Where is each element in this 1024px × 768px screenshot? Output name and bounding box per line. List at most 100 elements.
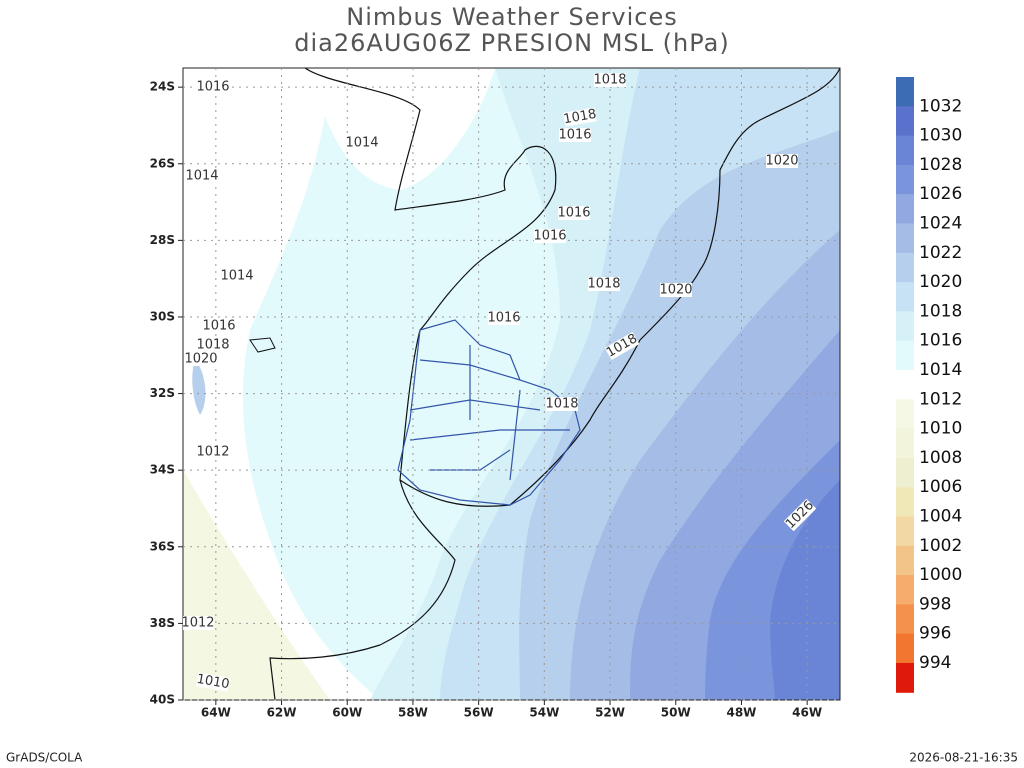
contour-label-bg [197,80,229,94]
lon-tick-label: 52W [595,706,625,720]
colorbar-segment [896,516,914,547]
colorbar-label: 1030 [919,126,962,146]
contour-label-bg [588,277,620,291]
contour-label-bg [346,136,378,150]
lagoon [249,337,276,353]
contour-label-bg [197,338,229,352]
contour-label: 1018 [587,277,620,292]
colorbar-segment [896,604,914,635]
colorbar-label: 1014 [919,360,962,380]
contour-label-bg [766,154,798,168]
colorbar-segment [896,663,914,693]
colorbar-label: 1012 [919,389,962,409]
contour-label: 1016 [202,319,235,334]
colorbar-label: 1018 [919,301,962,321]
colorbar-segment [896,633,914,664]
colorbar-label: 1002 [919,536,962,556]
contour-label: 1018 [545,397,578,412]
colorbar-segment [896,457,914,488]
colorbar-label: 1006 [919,477,962,497]
contour-label-bg [203,319,235,333]
colorbar-segment [896,575,914,605]
band [183,470,330,700]
contour-label: 1016 [196,80,229,95]
footer-left: GrADS/COLA [6,751,83,765]
contour-label-bg [221,269,253,283]
contour-label-bg [534,229,566,243]
lat-tick-label: 26S [150,156,175,170]
lon-tick-label: 48W [726,706,756,720]
colorbar-segment [896,223,914,254]
contour-label-bg [594,73,626,87]
contour-label-bg [660,283,692,297]
colorbar-segment [896,545,914,576]
contour-label: 1014 [345,136,378,151]
lon-tick-label: 58W [398,706,428,720]
band [183,68,380,700]
contour-label-bg [185,352,217,366]
colorbar-segment [896,194,914,224]
lat-tick-label: 40S [150,693,175,707]
colorbar-label: 1024 [919,214,962,234]
lat-tick-label: 30S [150,309,175,323]
colorbar-label: 1032 [919,96,962,116]
colorbar-segment [896,399,914,430]
colorbar-label: 1022 [919,243,962,263]
lon-tick-label: 62W [267,706,297,720]
contour-label: 1020 [659,283,692,298]
contour-label: 1010 [195,672,230,693]
colorbar-label: 1026 [919,184,962,204]
contour-label: 1020 [184,352,217,367]
colorbar-label: 1020 [919,272,962,292]
subtitle: dia26AUG06Z PRESION MSL (hPa) [294,29,729,57]
colorbar-segment [896,106,914,137]
contour-label-bg [197,445,229,459]
colorbar-segment [896,252,914,283]
colorbar-segment [896,487,914,517]
lon-tick-label: 54W [529,706,559,720]
lon-tick-label: 46W [792,706,822,720]
colorbar-label: 998 [919,594,951,614]
colorbar-label: 996 [919,624,951,644]
contour-label: 1012 [196,445,229,460]
lon-tick-label: 56W [464,706,494,720]
lat-tick-label: 38S [150,616,175,630]
colorbar-segment [896,135,914,166]
colorbar-segment [896,77,914,107]
contour-label: 1016 [557,206,590,221]
contour-label: 1012 [181,616,214,631]
contour-label: 1018 [196,338,229,353]
colorbar-label: 1010 [919,419,962,439]
lon-tick-label: 50W [661,706,691,720]
title: Nimbus Weather Services [346,3,677,31]
colorbar-segment [896,340,914,371]
lon-tick-label: 60W [332,706,362,720]
coastline [269,479,456,700]
contour-label: 1020 [765,154,798,169]
contour-label-bg [196,672,230,692]
colorbar-label: 1028 [919,155,962,175]
contour-label-bg [559,128,591,142]
colorbar-label: 1008 [919,448,962,468]
colorbar-label: 1000 [919,565,962,585]
lon-tick-label: 64W [201,706,231,720]
contour-label-bg [563,107,597,127]
colorbar-segment [896,282,914,312]
lat-tick-label: 32S [150,386,175,400]
colorbar-segment [896,370,914,400]
contour-label-bg [488,311,520,325]
lat-tick-label: 36S [150,539,175,553]
band [310,68,495,190]
band [192,360,206,415]
contour-label: 1016 [558,128,591,143]
lat-tick-label: 34S [150,463,175,477]
contour-label: 1016 [487,311,520,326]
colorbar-label: 1004 [919,507,962,527]
band [770,480,840,700]
uruguay-borders [397,319,581,506]
contour-label: 1018 [593,73,626,88]
footer-right: 2026-08-21-16:35 [909,751,1018,765]
contour-label-bg [183,616,214,630]
colorbar-label: 1016 [919,331,962,351]
